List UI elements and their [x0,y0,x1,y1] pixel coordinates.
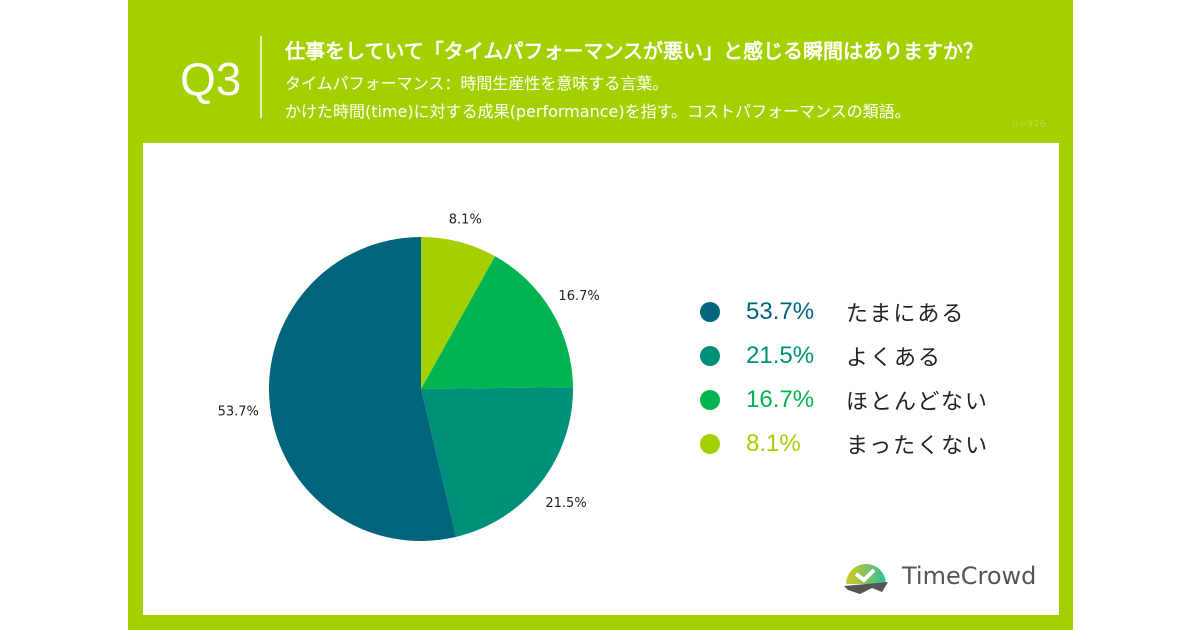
legend-item: 16.7% ほとんどない [700,384,989,416]
subtitle-2: かけた時間(time)に対する成果(performance)を指す。コストパフォ… [285,102,911,121]
legend-item: 53.7% たまにある [700,296,965,328]
pie-slice-2 [421,387,573,537]
question-title: 仕事をしていて「タイムパフォーマンスが悪い」と感じる瞬間はありますか？ [285,39,983,63]
legend-item: 21.5% よくある [700,340,942,372]
legend-item: 8.1% まったくない [700,428,989,460]
legend-dot-icon [700,434,720,454]
slice-label: 8.1% [449,213,482,228]
slice-label: 16.7% [558,289,599,304]
legend-percent: 53.7% [746,298,815,325]
legend-dot-icon [700,390,720,410]
pie-slice-0 [421,237,496,389]
legend-percent: 16.7% [746,386,815,413]
slice-label: 21.5% [545,496,586,511]
legend-dot-icon [700,346,720,366]
pie-slice-3 [268,237,457,541]
legend-label: ほとんどない [846,390,989,415]
legend-percent: 8.1% [746,430,801,457]
sample-size: n=976 [1012,119,1046,130]
slice-label: 53.7% [218,404,259,419]
legend-label: よくある [846,346,943,371]
legend-label: まったくない [846,434,990,459]
question-number: Q3 [180,53,242,105]
logo-text: TimeCrowd [902,562,1037,590]
clock-logo-icon [844,564,888,594]
legend-percent: 21.5% [746,342,815,369]
pie-slice-1 [421,256,573,389]
timecrowd-logo: TimeCrowd [842,556,1036,596]
legend-dot-icon [700,302,720,322]
divider [260,36,262,118]
legend-label: たまにある [846,302,966,327]
subtitle-1: タイムパフォーマンス：時間生産性を意味する言葉。 [285,74,669,93]
